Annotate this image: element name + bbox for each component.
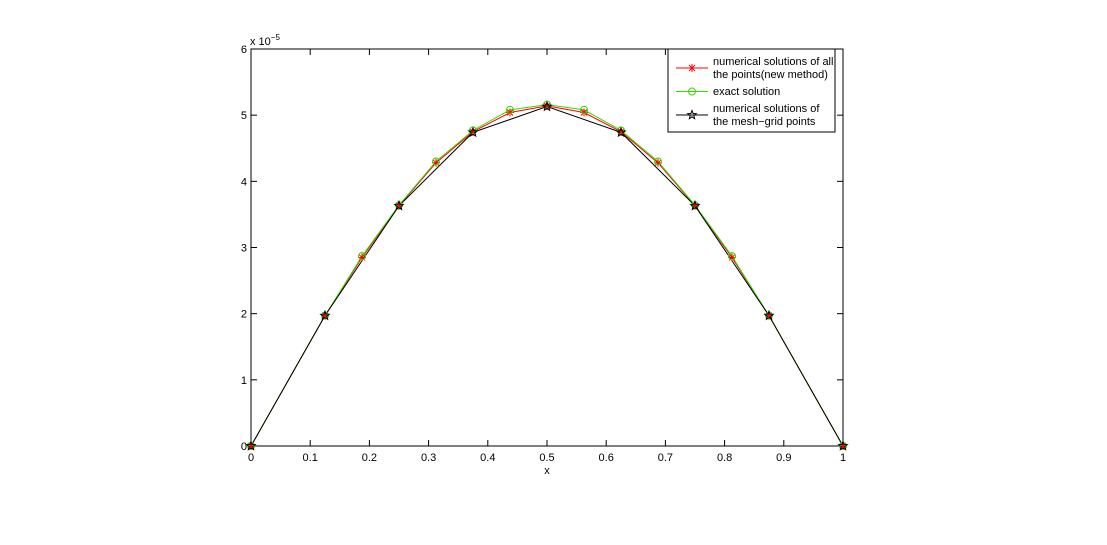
marker-star — [319, 309, 331, 321]
marker — [245, 440, 257, 451]
marker-circle — [728, 252, 736, 261]
marker-star — [541, 100, 553, 112]
marker-circle — [358, 252, 366, 261]
marker-star — [245, 440, 257, 451]
y-tick-label: 4 — [241, 176, 247, 188]
marker — [688, 87, 696, 96]
marker — [654, 157, 662, 166]
marker-stroke — [580, 109, 588, 116]
x-tick-label: 0.2 — [362, 452, 377, 464]
x-tick-label: 0 — [248, 452, 254, 464]
marker — [580, 105, 588, 114]
marker-circle — [688, 87, 696, 96]
marker — [541, 100, 553, 112]
marker — [358, 252, 366, 261]
y-tick-label: 3 — [241, 243, 247, 255]
x-tick-label: 0.3 — [421, 452, 436, 464]
y-tick-label: 5 — [241, 110, 247, 122]
marker-star — [837, 440, 849, 451]
marker-star — [686, 109, 698, 120]
marker — [689, 199, 701, 211]
marker-star — [763, 309, 775, 321]
marker — [506, 108, 514, 117]
marker-stroke — [506, 109, 514, 116]
marker — [688, 64, 696, 72]
marker — [393, 199, 405, 211]
y-tick-label: 2 — [241, 309, 247, 321]
marker-circle — [432, 157, 440, 166]
legend-label: numerical solutions of all — [713, 56, 833, 68]
x-tick-label: 1 — [840, 452, 846, 464]
marker-stroke — [688, 64, 696, 72]
marker — [319, 309, 331, 321]
y-tick-label: 0 — [241, 441, 247, 453]
marker — [837, 440, 849, 451]
marker — [432, 157, 440, 166]
marker-star — [689, 199, 701, 211]
x-tick-label: 0.1 — [303, 452, 318, 464]
marker-circle — [506, 105, 514, 114]
x-tick-label: 0.4 — [480, 452, 495, 464]
legend-label: the mesh−grid points — [713, 116, 816, 128]
x-axis-label: x — [544, 465, 550, 477]
marker-star — [393, 199, 405, 211]
marker-circle — [654, 157, 662, 166]
marker — [615, 126, 627, 138]
marker — [763, 309, 775, 321]
y-multiplier-base: x 10 — [250, 36, 271, 48]
marker-star — [615, 126, 627, 138]
y-multiplier-exponent: −5 — [271, 33, 281, 42]
legend-label: numerical solutions of — [713, 103, 820, 115]
legend-label: the points(new method) — [713, 69, 828, 81]
marker-star — [467, 126, 479, 138]
marker — [728, 252, 736, 261]
y-tick-label: 6 — [241, 44, 247, 56]
x-tick-label: 0.6 — [599, 452, 614, 464]
marker — [506, 105, 514, 114]
y-tick-label: 1 — [241, 375, 247, 387]
marker — [686, 109, 698, 120]
x-tick-label: 0.9 — [776, 452, 791, 464]
y-multiplier: x 10−5 — [250, 33, 280, 48]
marker — [467, 126, 479, 138]
x-tick-label: 0.7 — [658, 452, 673, 464]
marker-circle — [580, 105, 588, 114]
legend-label: exact solution — [713, 86, 780, 98]
x-tick-label: 0.8 — [717, 452, 732, 464]
x-tick-label: 0.5 — [539, 452, 554, 464]
